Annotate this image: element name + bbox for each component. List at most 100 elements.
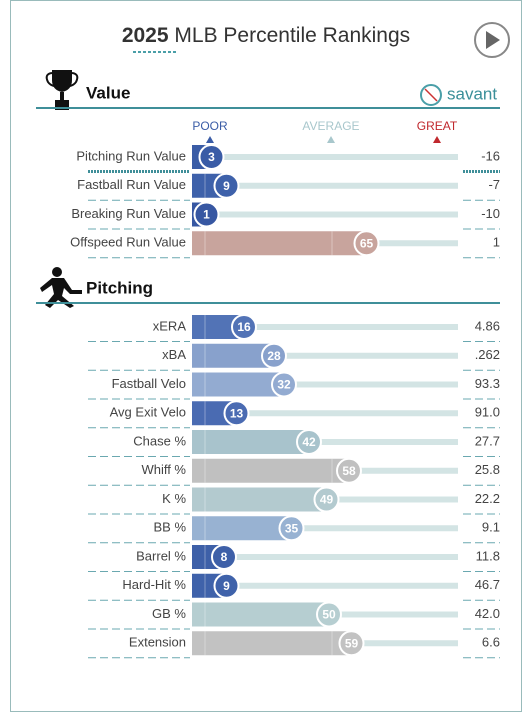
row-value: 25.8: [475, 462, 500, 477]
track: [236, 410, 458, 417]
percentile-dot: [213, 572, 240, 599]
percentile-label: 65: [360, 236, 374, 250]
percentile-label: 16: [237, 320, 251, 334]
row-label: Barrel %: [136, 548, 186, 563]
row-label: Pitching Run Value: [76, 148, 186, 163]
bar: [192, 458, 349, 483]
row-label: xERA: [153, 318, 187, 333]
percentile-dot: [271, 371, 297, 398]
scale-label: GREAT: [417, 119, 458, 133]
track: [226, 182, 458, 189]
row-label: Extension: [129, 635, 186, 650]
row-value: .262: [475, 347, 500, 362]
percentile-dot: [336, 457, 362, 484]
row-value: 91.0: [475, 405, 500, 420]
row-label: Chase %: [133, 433, 186, 448]
percentile-dot: [338, 630, 365, 657]
row-value: 22.2: [475, 491, 500, 506]
track: [226, 582, 458, 589]
track: [366, 240, 458, 247]
track: [291, 525, 458, 532]
percentile-label: 50: [322, 608, 336, 622]
percentile-dot: [261, 342, 287, 369]
percentile-label: 35: [285, 521, 299, 535]
row-label: Fastball Run Value: [77, 177, 186, 192]
row-label: GB %: [152, 606, 186, 621]
percentile-dot: [313, 486, 340, 513]
track: [211, 154, 458, 160]
track: [326, 496, 458, 503]
row-label: BB %: [153, 520, 186, 535]
scale-arrow: [327, 136, 335, 143]
percentile-label: 3: [208, 150, 215, 164]
trophy-icon: [45, 70, 79, 110]
percentile-label: 13: [230, 406, 244, 420]
bar: [192, 231, 367, 256]
row-label: Hard-Hit %: [122, 577, 186, 592]
row-value: 42.0: [475, 606, 500, 621]
percentile-dot: [296, 429, 322, 455]
title: 2025 MLB Percentile Rankings: [122, 24, 410, 47]
percentile-dot: [213, 172, 240, 199]
bar: [192, 516, 292, 541]
percentile-label: 59: [345, 636, 359, 650]
track: [309, 439, 458, 445]
row-label: Fastball Velo: [112, 376, 186, 391]
percentile-dot: [193, 201, 220, 228]
percentile-label: 1: [203, 208, 210, 222]
row-label: K %: [162, 491, 186, 506]
row-value: 11.8: [476, 548, 500, 563]
row-value: 9.1: [482, 520, 500, 535]
logo-text: savant: [447, 84, 497, 103]
row-value: 4.86: [475, 318, 500, 333]
percentile-label: 58: [342, 464, 356, 478]
percentile-label: 9: [223, 179, 230, 193]
row-value: -7: [488, 177, 500, 192]
play-button[interactable]: [474, 22, 510, 58]
bar: [192, 430, 309, 454]
bar: [192, 602, 329, 627]
percentile-dot: [198, 144, 225, 170]
percentile-label: 49: [320, 493, 334, 507]
row-label: Whiff %: [141, 462, 186, 477]
bar: [192, 343, 274, 368]
scale-label: AVERAGE: [302, 119, 359, 133]
row-value: 46.7: [475, 577, 500, 592]
percentile-dot: [231, 314, 257, 340]
row-label: Offspeed Run Value: [70, 235, 186, 250]
track: [206, 211, 458, 218]
row-value: 1: [493, 235, 500, 250]
row-value: -16: [481, 148, 500, 163]
row-value: 27.7: [475, 433, 500, 448]
pitcher-icon: [40, 267, 82, 308]
percentile-dot: [316, 601, 342, 628]
track: [329, 611, 458, 618]
row-value: 6.6: [482, 635, 500, 650]
title-rest: MLB Percentile Rankings: [174, 24, 410, 47]
row-value: -10: [481, 206, 500, 221]
row-value: 93.3: [475, 376, 500, 391]
scale-label: POOR: [192, 119, 228, 133]
bar: [192, 487, 327, 512]
scale-arrow: [206, 136, 214, 143]
title-year: 2025: [122, 24, 169, 47]
row-label: Breaking Run Value: [71, 206, 186, 221]
percentile-label: 32: [277, 378, 291, 392]
percentile-dot: [278, 515, 305, 542]
percentile-label: 8: [221, 550, 228, 564]
percentile-label: 9: [223, 579, 230, 593]
track: [224, 554, 458, 560]
bar: [192, 631, 352, 656]
track: [351, 640, 458, 647]
savant-logo: savant: [420, 84, 497, 106]
bar: [192, 372, 284, 397]
section-title: Value: [86, 83, 130, 102]
track: [349, 467, 458, 474]
track: [274, 352, 458, 359]
percentile-dot: [353, 230, 380, 257]
percentile-dot: [223, 400, 250, 427]
row-label: xBA: [162, 347, 186, 362]
scale-arrow: [433, 136, 441, 143]
percentile-label: 42: [302, 435, 316, 449]
